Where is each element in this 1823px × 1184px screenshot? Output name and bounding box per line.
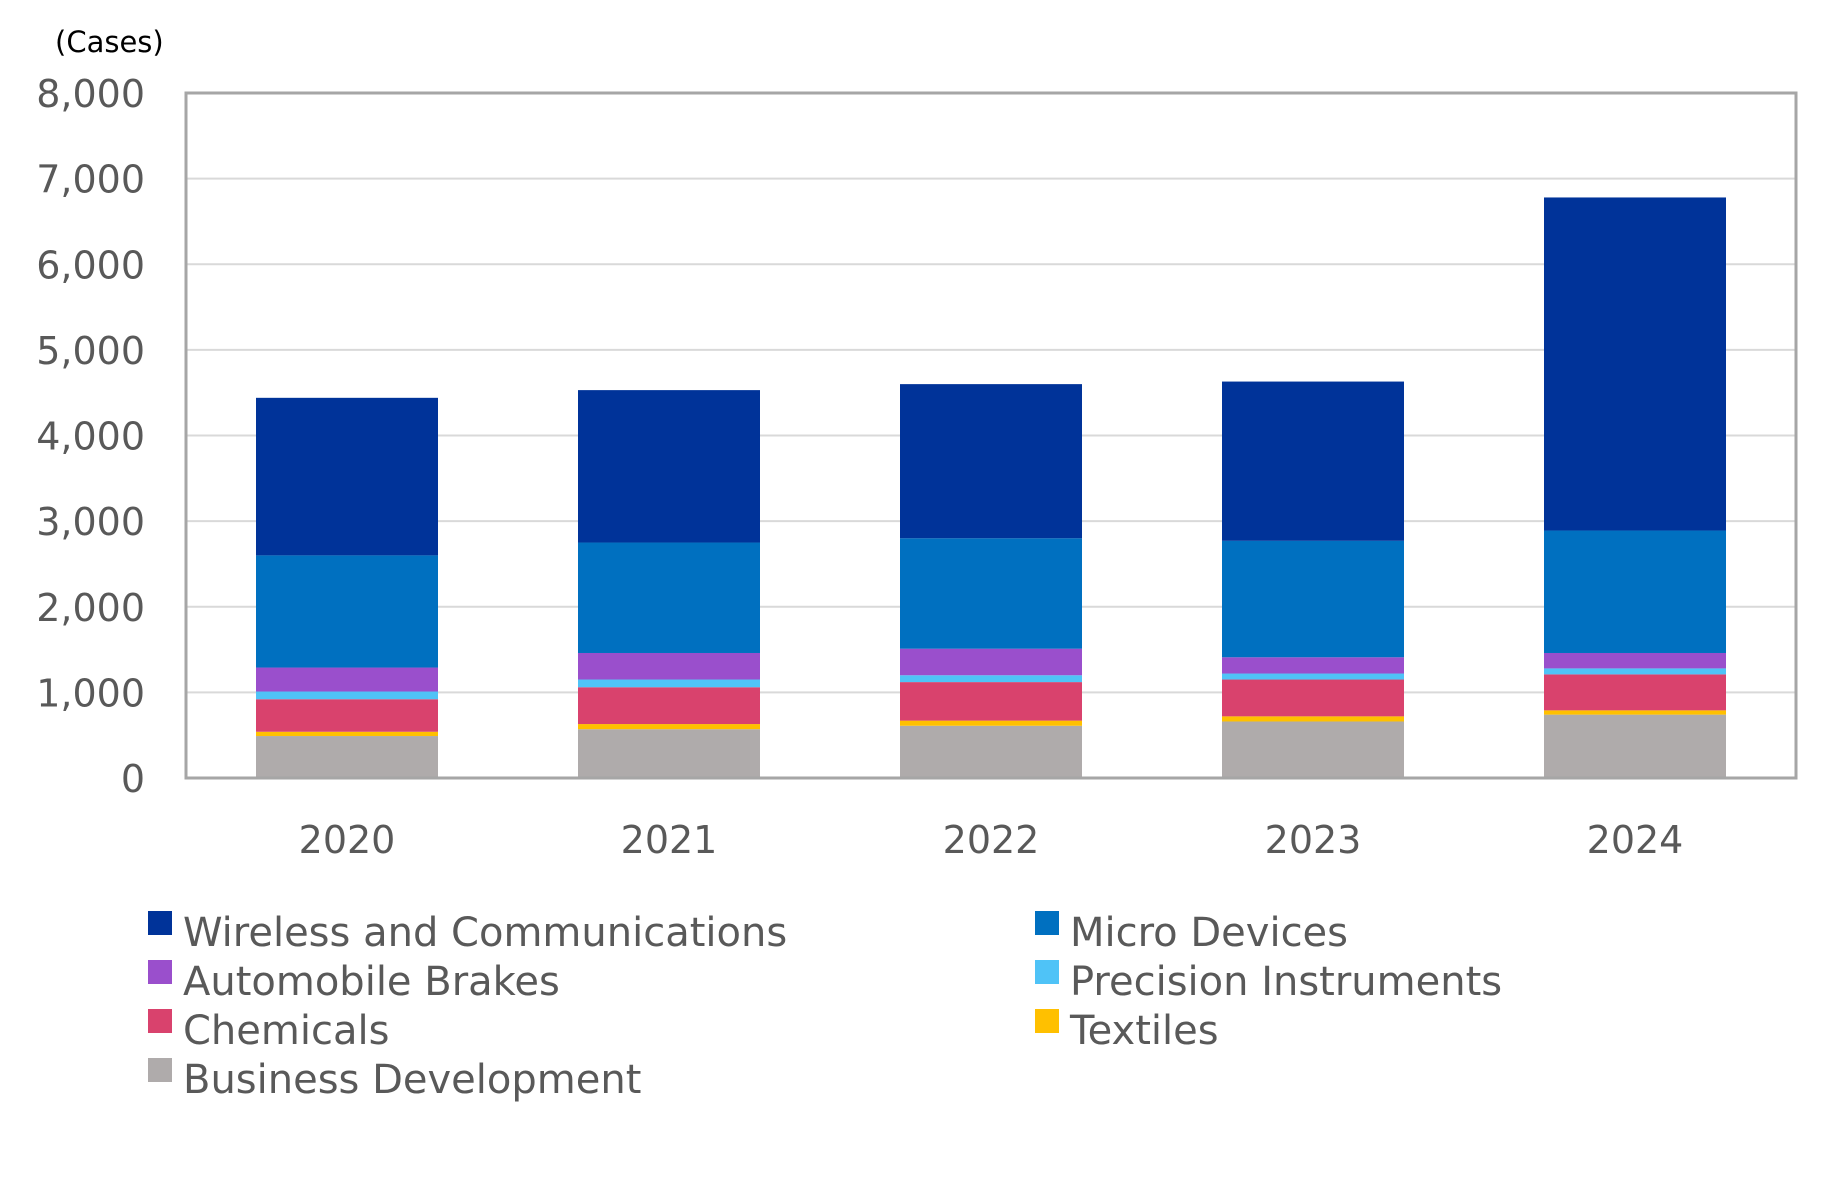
x-tick-label: 2022 (943, 818, 1040, 862)
bar-segment-business-development-2022 (900, 725, 1082, 778)
bars (256, 197, 1726, 778)
legend-item-chemicals: Chemicals (148, 1008, 389, 1054)
bar-segment-micro-devices-2020 (256, 555, 438, 668)
bar-segment-precision-instruments-2024 (1544, 668, 1726, 675)
bar-segment-micro-devices-2023 (1222, 540, 1404, 658)
legend-label: Automobile Brakes (183, 959, 560, 1005)
legend-swatch (1035, 960, 1059, 984)
x-tick-label: 2021 (621, 818, 718, 862)
bar-segment-chemicals-2022 (900, 682, 1082, 721)
legend-swatch (1035, 1009, 1059, 1033)
x-tick-label: 2024 (1587, 818, 1684, 862)
legend-item-automobile-brakes: Automobile Brakes (148, 959, 560, 1005)
legend-label: Chemicals (183, 1008, 389, 1054)
y-tick-label: 2,000 (36, 586, 145, 630)
legend-label: Precision Instruments (1070, 959, 1502, 1005)
x-tick-label: 2023 (1265, 818, 1362, 862)
bar-segment-wireless-and-communications-2024 (1544, 197, 1726, 531)
bar-segment-textiles-2020 (256, 731, 438, 737)
legend-swatch (148, 1058, 172, 1082)
bar-segment-business-development-2020 (256, 736, 438, 778)
x-tick-label: 2020 (299, 818, 396, 862)
bar-segment-wireless-and-communications-2021 (578, 390, 760, 543)
bar-segment-precision-instruments-2020 (256, 691, 438, 700)
bar-segment-chemicals-2024 (1544, 674, 1726, 711)
bar-segment-chemicals-2020 (256, 699, 438, 732)
bar-segment-chemicals-2021 (578, 687, 760, 725)
y-tick-label: 6,000 (36, 243, 145, 287)
legend-label: Micro Devices (1070, 910, 1348, 956)
legend-swatch (148, 911, 172, 935)
y-tick-label: 3,000 (36, 500, 145, 544)
y-tick-label: 7,000 (36, 158, 145, 202)
legend: Wireless and Communications Micro Devices… (148, 910, 1502, 1103)
legend-swatch (1035, 911, 1059, 935)
y-axis-ticks: 0 1,000 2,000 3,000 4,000 5,000 6,000 7,000 8,00… (36, 72, 145, 801)
y-tick-label: 5,000 (36, 329, 145, 373)
legend-item-business-development: Business Development (148, 1057, 641, 1103)
legend-swatch (148, 1009, 172, 1033)
legend-item-textiles: Textiles (1035, 1008, 1219, 1054)
legend-label: Wireless and Communications (183, 910, 787, 956)
bar-segment-automobile-brakes-2022 (900, 648, 1082, 676)
bar-segment-textiles-2024 (1544, 710, 1726, 715)
bar-segment-automobile-brakes-2024 (1544, 652, 1726, 669)
bar-segment-automobile-brakes-2021 (578, 652, 760, 680)
bar-segment-micro-devices-2024 (1544, 530, 1726, 653)
bar-segment-precision-instruments-2022 (900, 675, 1082, 683)
y-tick-label: 0 (121, 757, 145, 801)
plot-frame (184, 91, 1798, 780)
y-tick-label: 4,000 (36, 415, 145, 459)
y-tick-label: 8,000 (36, 72, 145, 116)
bar-segment-wireless-and-communications-2020 (256, 397, 438, 556)
bar-segment-automobile-brakes-2023 (1222, 657, 1404, 674)
bar-segment-textiles-2023 (1222, 716, 1404, 722)
legend-swatch (148, 960, 172, 984)
x-axis-ticks: 2020 2021 2022 2023 2024 (299, 818, 1684, 862)
bar-segment-precision-instruments-2023 (1222, 673, 1404, 680)
bar-segment-business-development-2023 (1222, 721, 1404, 778)
plot-area-border (184, 91, 1798, 780)
bar-segment-chemicals-2023 (1222, 679, 1404, 717)
bar-segment-precision-instruments-2021 (578, 679, 760, 688)
bar-segment-micro-devices-2022 (900, 538, 1082, 649)
y-tick-label: 1,000 (36, 671, 145, 715)
legend-item-wireless-and-communications: Wireless and Communications (148, 910, 787, 956)
legend-label: Business Development (183, 1057, 641, 1103)
unit-label: (Cases) (55, 25, 164, 59)
bar-segment-wireless-and-communications-2023 (1222, 381, 1404, 541)
legend-label: Textiles (1069, 1008, 1219, 1054)
bar-segment-business-development-2024 (1544, 714, 1726, 778)
legend-item-micro-devices: Micro Devices (1035, 910, 1348, 956)
bar-segment-business-development-2021 (578, 729, 760, 778)
bar-segment-wireless-and-communications-2022 (900, 384, 1082, 539)
bar-segment-automobile-brakes-2020 (256, 667, 438, 692)
legend-item-precision-instruments: Precision Instruments (1035, 959, 1502, 1005)
bar-segment-textiles-2022 (900, 720, 1082, 726)
bar-segment-micro-devices-2021 (578, 542, 760, 653)
bar-segment-textiles-2021 (578, 724, 760, 730)
